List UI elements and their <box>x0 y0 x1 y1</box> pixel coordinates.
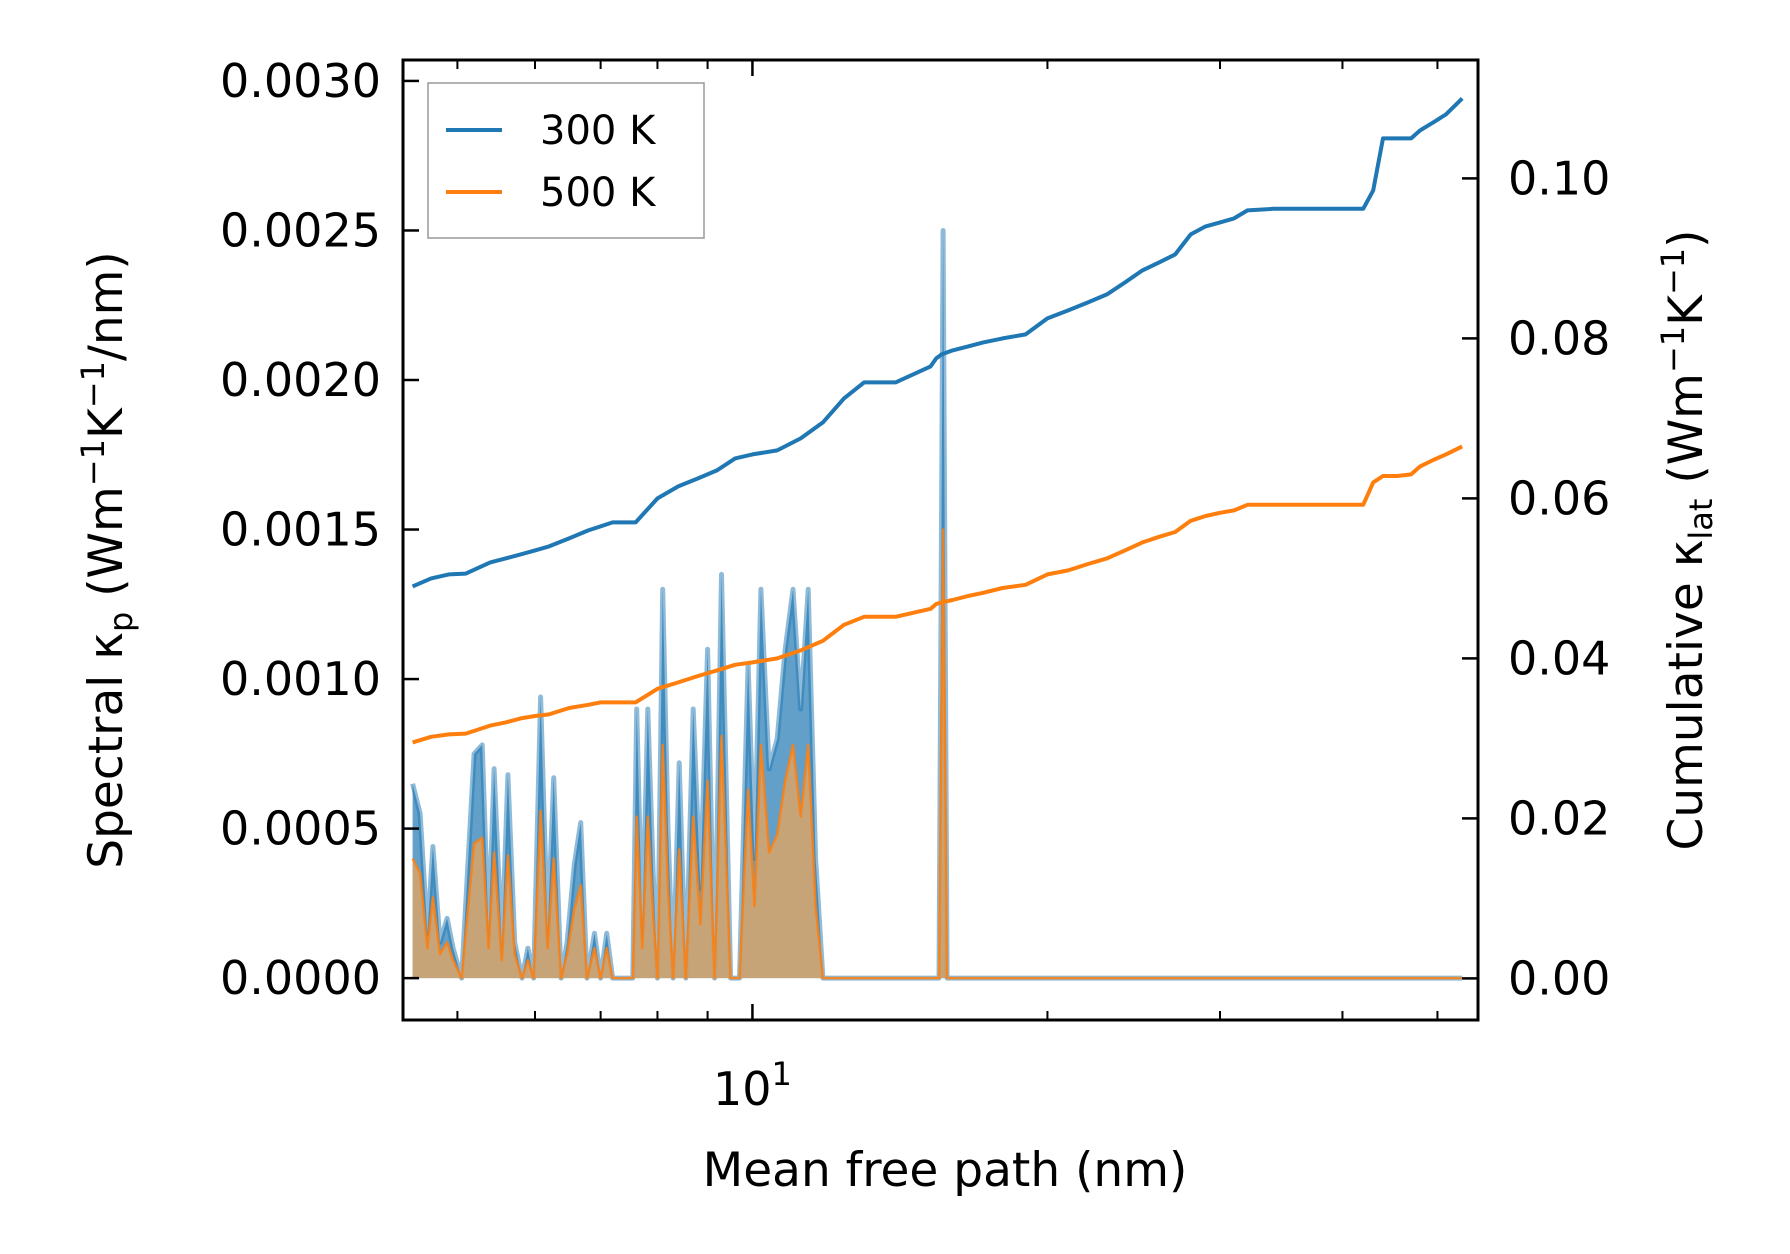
y-left-tick-label: 0.0005 <box>220 802 381 856</box>
x-tick-label-base: 10 <box>713 1062 772 1116</box>
x-axis-label: Mean free path (nm) <box>703 1143 1188 1198</box>
x-tick-label: 101 <box>713 1055 792 1116</box>
legend-label-500k: 500 K <box>540 170 657 216</box>
cumulative-lines <box>411 96 1464 745</box>
y-left-tick-label: 0.0020 <box>220 353 381 407</box>
legend: 300 K 500 K <box>427 82 705 239</box>
y-right-tick-label: 0.08 <box>1508 311 1610 365</box>
y-axis-label-right: Cumulative κlat (Wm−1K−1) <box>1654 229 1720 850</box>
y-left-tick-label: 0.0000 <box>220 951 381 1005</box>
y-left-tick-label: 0.0010 <box>220 652 381 706</box>
legend-box <box>427 82 705 239</box>
spectral-fills <box>410 228 1463 981</box>
y-axis-label-left: Spectral κp (Wm−1K−1/nm) <box>74 251 140 868</box>
legend-label-300k: 300 K <box>540 108 657 154</box>
y-right-tick-label: 0.10 <box>1508 151 1610 205</box>
cumulative-line-300k <box>411 96 1464 589</box>
spectral-line-500k <box>411 528 1463 980</box>
tick-labels: 0.00000.00050.00100.00150.00200.00250.00… <box>220 54 1610 1116</box>
y-right-tick-label: 0.06 <box>1508 471 1610 525</box>
y-left-tick-label: 0.0025 <box>220 203 381 257</box>
y-right-tick-label: 0.00 <box>1508 951 1610 1005</box>
axis-ticks <box>403 60 1478 1020</box>
y-right-tick-label: 0.04 <box>1508 631 1610 685</box>
cumulative-line-500k <box>412 444 1464 745</box>
y-left-tick-label: 0.0030 <box>220 54 381 108</box>
y-left-tick-label: 0.0015 <box>220 503 381 557</box>
x-tick-label-exponent: 1 <box>772 1055 792 1093</box>
y-right-tick-label: 0.02 <box>1508 791 1610 845</box>
plot-frame <box>401 58 1480 1022</box>
